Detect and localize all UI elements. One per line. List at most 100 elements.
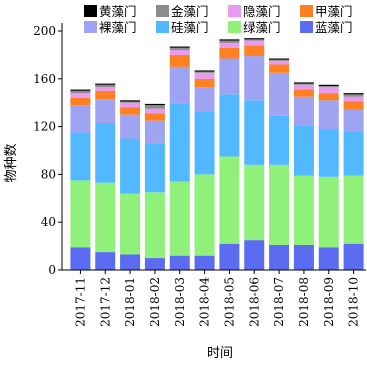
bar-segment — [219, 94, 240, 157]
bar-segment — [120, 254, 141, 270]
x-tick-label: 2018-04 — [198, 277, 212, 327]
x-ticks: 2017-11 2017-12 2018-01 2018-02 2018-03 2018-… — [73, 270, 361, 327]
bar-segment — [95, 123, 116, 183]
legend-item: 硅藻门 — [156, 20, 209, 35]
legend-swatch — [228, 5, 241, 17]
x-tick-label: 2018-07 — [272, 277, 286, 327]
bar-segment — [269, 64, 290, 73]
bar-segment — [293, 82, 314, 84]
x-tick-label: 2018-06 — [247, 277, 261, 327]
bar-segment — [194, 78, 215, 88]
y-tick-label: 0 — [48, 263, 56, 277]
legend-item: 绿藻门 — [228, 20, 281, 35]
bar-segment — [194, 70, 215, 72]
x-axis-label: 时间 — [207, 346, 233, 361]
x-tick-label: 2018-01 — [123, 277, 137, 327]
bar-segment — [219, 47, 240, 59]
bar-segment — [343, 96, 364, 102]
legend-swatch — [228, 21, 241, 33]
bar-segment — [269, 59, 290, 61]
bar-segment — [120, 101, 141, 103]
bar-segment — [70, 90, 91, 94]
legend-item: 蓝藻门 — [300, 20, 353, 35]
bar-segment — [144, 103, 165, 106]
bar-segment — [120, 114, 141, 139]
bar-segment — [244, 38, 265, 40]
bar-segment — [95, 182, 116, 253]
bar-segment — [144, 258, 165, 270]
bar-segment — [95, 90, 116, 100]
bar-segment — [95, 84, 116, 88]
bar-segment — [343, 175, 364, 244]
legend-swatch — [84, 5, 97, 17]
bar-segment — [244, 100, 265, 165]
bar-segment — [343, 243, 364, 270]
bar-segment — [219, 42, 240, 48]
bar-segment — [70, 247, 91, 270]
bar-segment — [194, 72, 215, 79]
bar-segment — [343, 109, 364, 132]
bar-segment — [169, 103, 190, 182]
bar-segment — [144, 143, 165, 193]
bar-segment — [343, 93, 364, 95]
bars — [70, 38, 364, 270]
bar-segment — [120, 193, 141, 255]
bar-segment — [318, 85, 339, 88]
legend-swatch — [156, 5, 169, 17]
bar-segment — [144, 113, 165, 121]
bar-segment — [70, 105, 91, 133]
bar-segment — [120, 100, 141, 102]
bar-segment — [95, 87, 116, 91]
legend-item: 黄藻门 — [84, 4, 137, 19]
bar-segment — [293, 244, 314, 270]
legend-item: 裸藻门 — [84, 20, 137, 35]
bar-segment — [343, 101, 364, 110]
bar-segment — [318, 87, 339, 94]
bar-segment — [318, 176, 339, 248]
bar-segment — [169, 255, 190, 270]
legend-swatch — [300, 21, 313, 33]
bar-segment — [194, 255, 215, 270]
bar-segment — [169, 66, 190, 104]
bar-segment — [269, 60, 290, 65]
bar-segment — [169, 54, 190, 67]
legend-label: 甲藻门 — [315, 4, 353, 19]
legend-item: 金藻门 — [156, 4, 209, 19]
legend-swatch — [84, 21, 97, 33]
bar-segment — [144, 192, 165, 259]
axes — [61, 23, 366, 271]
bar-segment — [70, 97, 91, 106]
bar-segment — [318, 100, 339, 129]
bar-segment — [269, 58, 290, 60]
bar-segment — [219, 58, 240, 95]
bar-segment — [144, 105, 165, 109]
bar-segment — [194, 174, 215, 256]
bar-segment — [244, 164, 265, 241]
bar-segment — [269, 164, 290, 245]
bar-segment — [343, 131, 364, 176]
legend-swatch — [300, 5, 313, 17]
bar-segment — [219, 39, 240, 41]
bar-segment — [144, 108, 165, 114]
bar-segment — [219, 40, 240, 43]
bar-segment — [120, 138, 141, 194]
bar-segment — [219, 243, 240, 270]
bar-segment — [293, 175, 314, 245]
x-tick-label: 2018-08 — [297, 277, 311, 327]
x-tick-label: 2018-10 — [347, 277, 361, 327]
bar-segment — [169, 50, 190, 55]
bar-segment — [169, 46, 190, 48]
bar-segment — [318, 247, 339, 270]
y-axis-label: 物种数 — [4, 143, 19, 182]
bar-segment — [244, 56, 265, 101]
bar-segment — [269, 72, 290, 116]
x-tick-label: 2018-03 — [173, 277, 187, 327]
bar-segment — [95, 99, 116, 124]
bar-segment — [244, 39, 265, 41]
legend-item: 甲藻门 — [300, 4, 353, 19]
x-tick-label: 2018-05 — [222, 277, 236, 327]
bar-segment — [70, 89, 91, 91]
bar-segment — [293, 96, 314, 126]
y-tick-label: 40 — [41, 215, 56, 229]
